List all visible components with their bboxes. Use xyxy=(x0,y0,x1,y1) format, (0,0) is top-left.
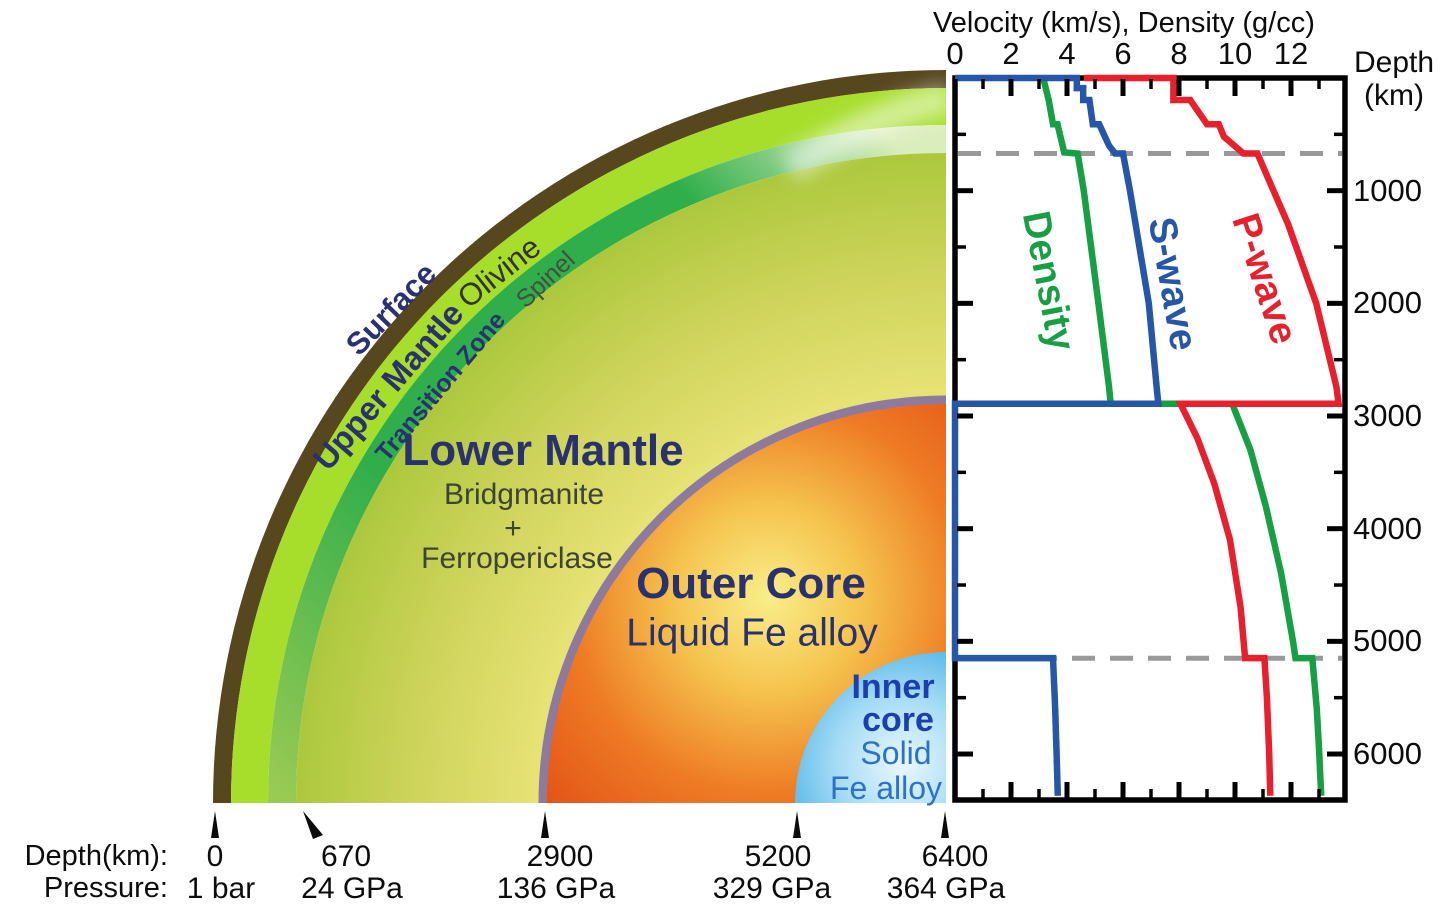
pressure-value-2900: 136 GPa xyxy=(496,872,616,905)
pressure-value-6400: 364 GPa xyxy=(886,872,1006,905)
earth-quarter-section xyxy=(213,70,954,804)
depth-value-2900: 2900 xyxy=(526,840,594,873)
depth-tick-label: 4000 xyxy=(1353,510,1422,546)
depth-tick-label: 1000 xyxy=(1353,172,1422,208)
pressure-value-5200: 329 GPa xyxy=(712,872,832,905)
p-wave-curve xyxy=(1083,74,1343,796)
s-wave-curve xyxy=(951,74,1162,796)
depth-value-0: 0 xyxy=(206,840,224,873)
core-mantle-boundary xyxy=(538,395,947,804)
inner-core-layer xyxy=(795,652,946,803)
chart-curves xyxy=(951,74,1343,796)
liquid-fe-alloy-label: Liquid Fe alloy xyxy=(626,611,878,655)
arrow-depth-0 xyxy=(211,811,219,838)
chart-ticks xyxy=(952,79,1343,799)
depth-axis-label: Depth (km) xyxy=(1348,46,1440,112)
x-axis-tick-label: 4 xyxy=(1058,36,1076,71)
x-axis-tick-label: 12 xyxy=(1273,36,1309,71)
lower-mantle-sheen xyxy=(782,83,954,181)
inner-core-label-line2: core xyxy=(862,701,934,739)
x-axis-tick-label: 0 xyxy=(946,36,964,71)
depth-axis-line2: (km) xyxy=(1364,79,1424,112)
depth-tick-label: 6000 xyxy=(1353,736,1422,772)
boundary-arrows xyxy=(211,811,949,839)
depth-tick-label: 2000 xyxy=(1353,285,1422,321)
outer-core-label: Outer Core xyxy=(636,559,866,608)
depth-tick-label: 3000 xyxy=(1353,398,1422,433)
solid-label: Solid xyxy=(860,735,932,771)
depth-value-670: 670 xyxy=(320,840,372,873)
ferropericlase-label: Ferropericlase xyxy=(421,542,613,575)
arrow-depth-670 xyxy=(303,811,323,839)
x-axis-tick-label: 8 xyxy=(1170,36,1188,71)
profile-chart xyxy=(951,74,1348,803)
x-axis-tick-label: 10 xyxy=(1217,36,1253,71)
depth-tick-label: 5000 xyxy=(1353,623,1422,659)
depth-value-6400: 6400 xyxy=(921,840,989,873)
plus-label: + xyxy=(504,512,522,545)
chart-title: Velocity (km/s), Density (g/cc) xyxy=(933,7,1315,39)
pressure-row-label: Pressure: xyxy=(43,872,168,904)
lower-mantle-label: Lower Mantle xyxy=(402,426,684,475)
pressure-value-0: 1 bar xyxy=(186,872,256,905)
bridgmanite-label: Bridgmanite xyxy=(443,478,605,511)
arrow-depth-5200 xyxy=(793,811,801,838)
arrow-depth-6400 xyxy=(941,811,949,838)
chart-plot-area xyxy=(952,75,1348,803)
x-axis-tick-label: 6 xyxy=(1114,36,1132,71)
pressure-value-670: 24 GPa xyxy=(301,872,403,905)
density-curve xyxy=(1040,77,1325,796)
lower-mantle-layer xyxy=(296,153,946,803)
x-axis-tick-label: 2 xyxy=(1002,36,1020,71)
depth-row-label: Depth(km): xyxy=(24,840,168,872)
arrow-depth-2900 xyxy=(541,811,549,838)
inner-core-label-line1: Inner xyxy=(851,668,935,706)
depth-value-5200: 5200 xyxy=(744,840,812,873)
depth-axis-line1: Depth xyxy=(1353,46,1435,79)
fe-alloy-label: Fe alloy xyxy=(829,770,943,806)
